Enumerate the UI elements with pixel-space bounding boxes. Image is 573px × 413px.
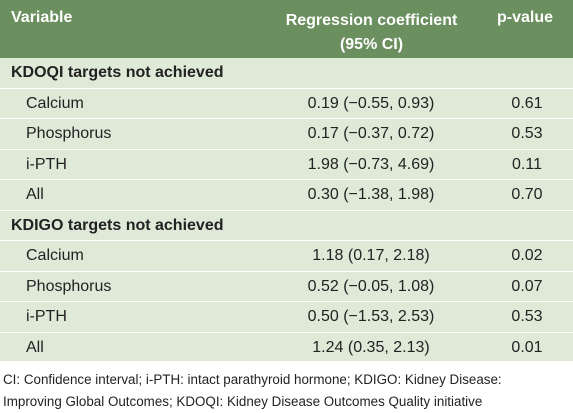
section-title: KDIGO targets not achieved bbox=[11, 216, 224, 234]
cell-variable: Calcium bbox=[26, 94, 84, 112]
cell-pvalue: 0.02 bbox=[511, 247, 543, 264]
cell-coefficient: 0.50 (−1.53, 2.53) bbox=[307, 308, 435, 325]
header-coefficient: Regression coefficient (95% CI) bbox=[284, 9, 459, 57]
table-header: Variable Regression coefficient (95% CI)… bbox=[0, 0, 573, 58]
section-title: KDOQI targets not achieved bbox=[11, 64, 224, 81]
cell-variable: i-PTH bbox=[26, 155, 67, 173]
table-row: Calcium 1.18 (0.17, 2.18) 0.02 bbox=[0, 241, 573, 272]
cell-coefficient: 1.98 (−0.73, 4.69) bbox=[307, 155, 435, 173]
cell-coefficient: 0.19 (−0.55, 0.93) bbox=[307, 94, 435, 112]
cell-coefficient: 1.18 (0.17, 2.18) bbox=[312, 247, 430, 264]
table-row: All 0.30 (−1.38, 1.98) 0.70 bbox=[0, 180, 573, 211]
section-row-kdoqi: KDOQI targets not achieved bbox=[0, 58, 573, 89]
table-row: i-PTH 1.98 (−0.73, 4.69) 0.11 bbox=[0, 150, 573, 180]
cell-pvalue: 0.07 bbox=[511, 277, 543, 295]
cell-coefficient: 0.17 (−0.37, 0.72) bbox=[307, 125, 435, 142]
cell-coefficient: 0.52 (−0.05, 1.08) bbox=[307, 277, 435, 295]
footnote-line1: CI: Confidence interval; i-PTH: intact p… bbox=[3, 372, 502, 387]
cell-pvalue: 0.61 bbox=[511, 94, 543, 112]
cell-pvalue: 0.11 bbox=[512, 155, 542, 173]
cell-pvalue: 0.01 bbox=[511, 338, 543, 356]
table-row: Phosphorus 0.17 (−0.37, 0.72) 0.53 bbox=[0, 119, 573, 150]
cell-variable: Phosphorus bbox=[26, 277, 112, 295]
header-variable: Variable bbox=[11, 9, 73, 26]
cell-pvalue: 0.70 bbox=[511, 186, 543, 203]
cell-variable: Phosphorus bbox=[26, 125, 112, 142]
table-row: i-PTH 0.50 (−1.53, 2.53) 0.53 bbox=[0, 302, 573, 333]
cell-coefficient: 0.30 (−1.38, 1.98) bbox=[307, 186, 435, 203]
cell-variable: i-PTH bbox=[26, 308, 67, 325]
table-footnote: CI: Confidence interval; i-PTH: intact p… bbox=[3, 369, 571, 413]
table-row: All 1.24 (0.35, 2.13) 0.01 bbox=[0, 333, 573, 363]
header-coefficient-line1: Regression coefficient bbox=[285, 12, 458, 29]
table-row: Phosphorus 0.52 (−0.05, 1.08) 0.07 bbox=[0, 272, 573, 302]
cell-variable: Calcium bbox=[26, 247, 84, 264]
header-coefficient-line2: (95% CI) bbox=[339, 36, 404, 53]
header-pvalue: p-value bbox=[497, 9, 554, 26]
cell-coefficient: 1.24 (0.35, 2.13) bbox=[312, 338, 430, 356]
cell-variable: All bbox=[26, 186, 44, 203]
regression-table: Variable Regression coefficient (95% CI)… bbox=[0, 0, 573, 363]
footnote-line2: Improving Global Outcomes; KDOQI: Kidney… bbox=[3, 394, 483, 409]
cell-variable: All bbox=[26, 338, 44, 356]
cell-pvalue: 0.53 bbox=[511, 308, 543, 325]
section-row-kdigo: KDIGO targets not achieved bbox=[0, 211, 573, 241]
table-row: Calcium 0.19 (−0.55, 0.93) 0.61 bbox=[0, 89, 573, 119]
cell-pvalue: 0.53 bbox=[511, 125, 543, 142]
